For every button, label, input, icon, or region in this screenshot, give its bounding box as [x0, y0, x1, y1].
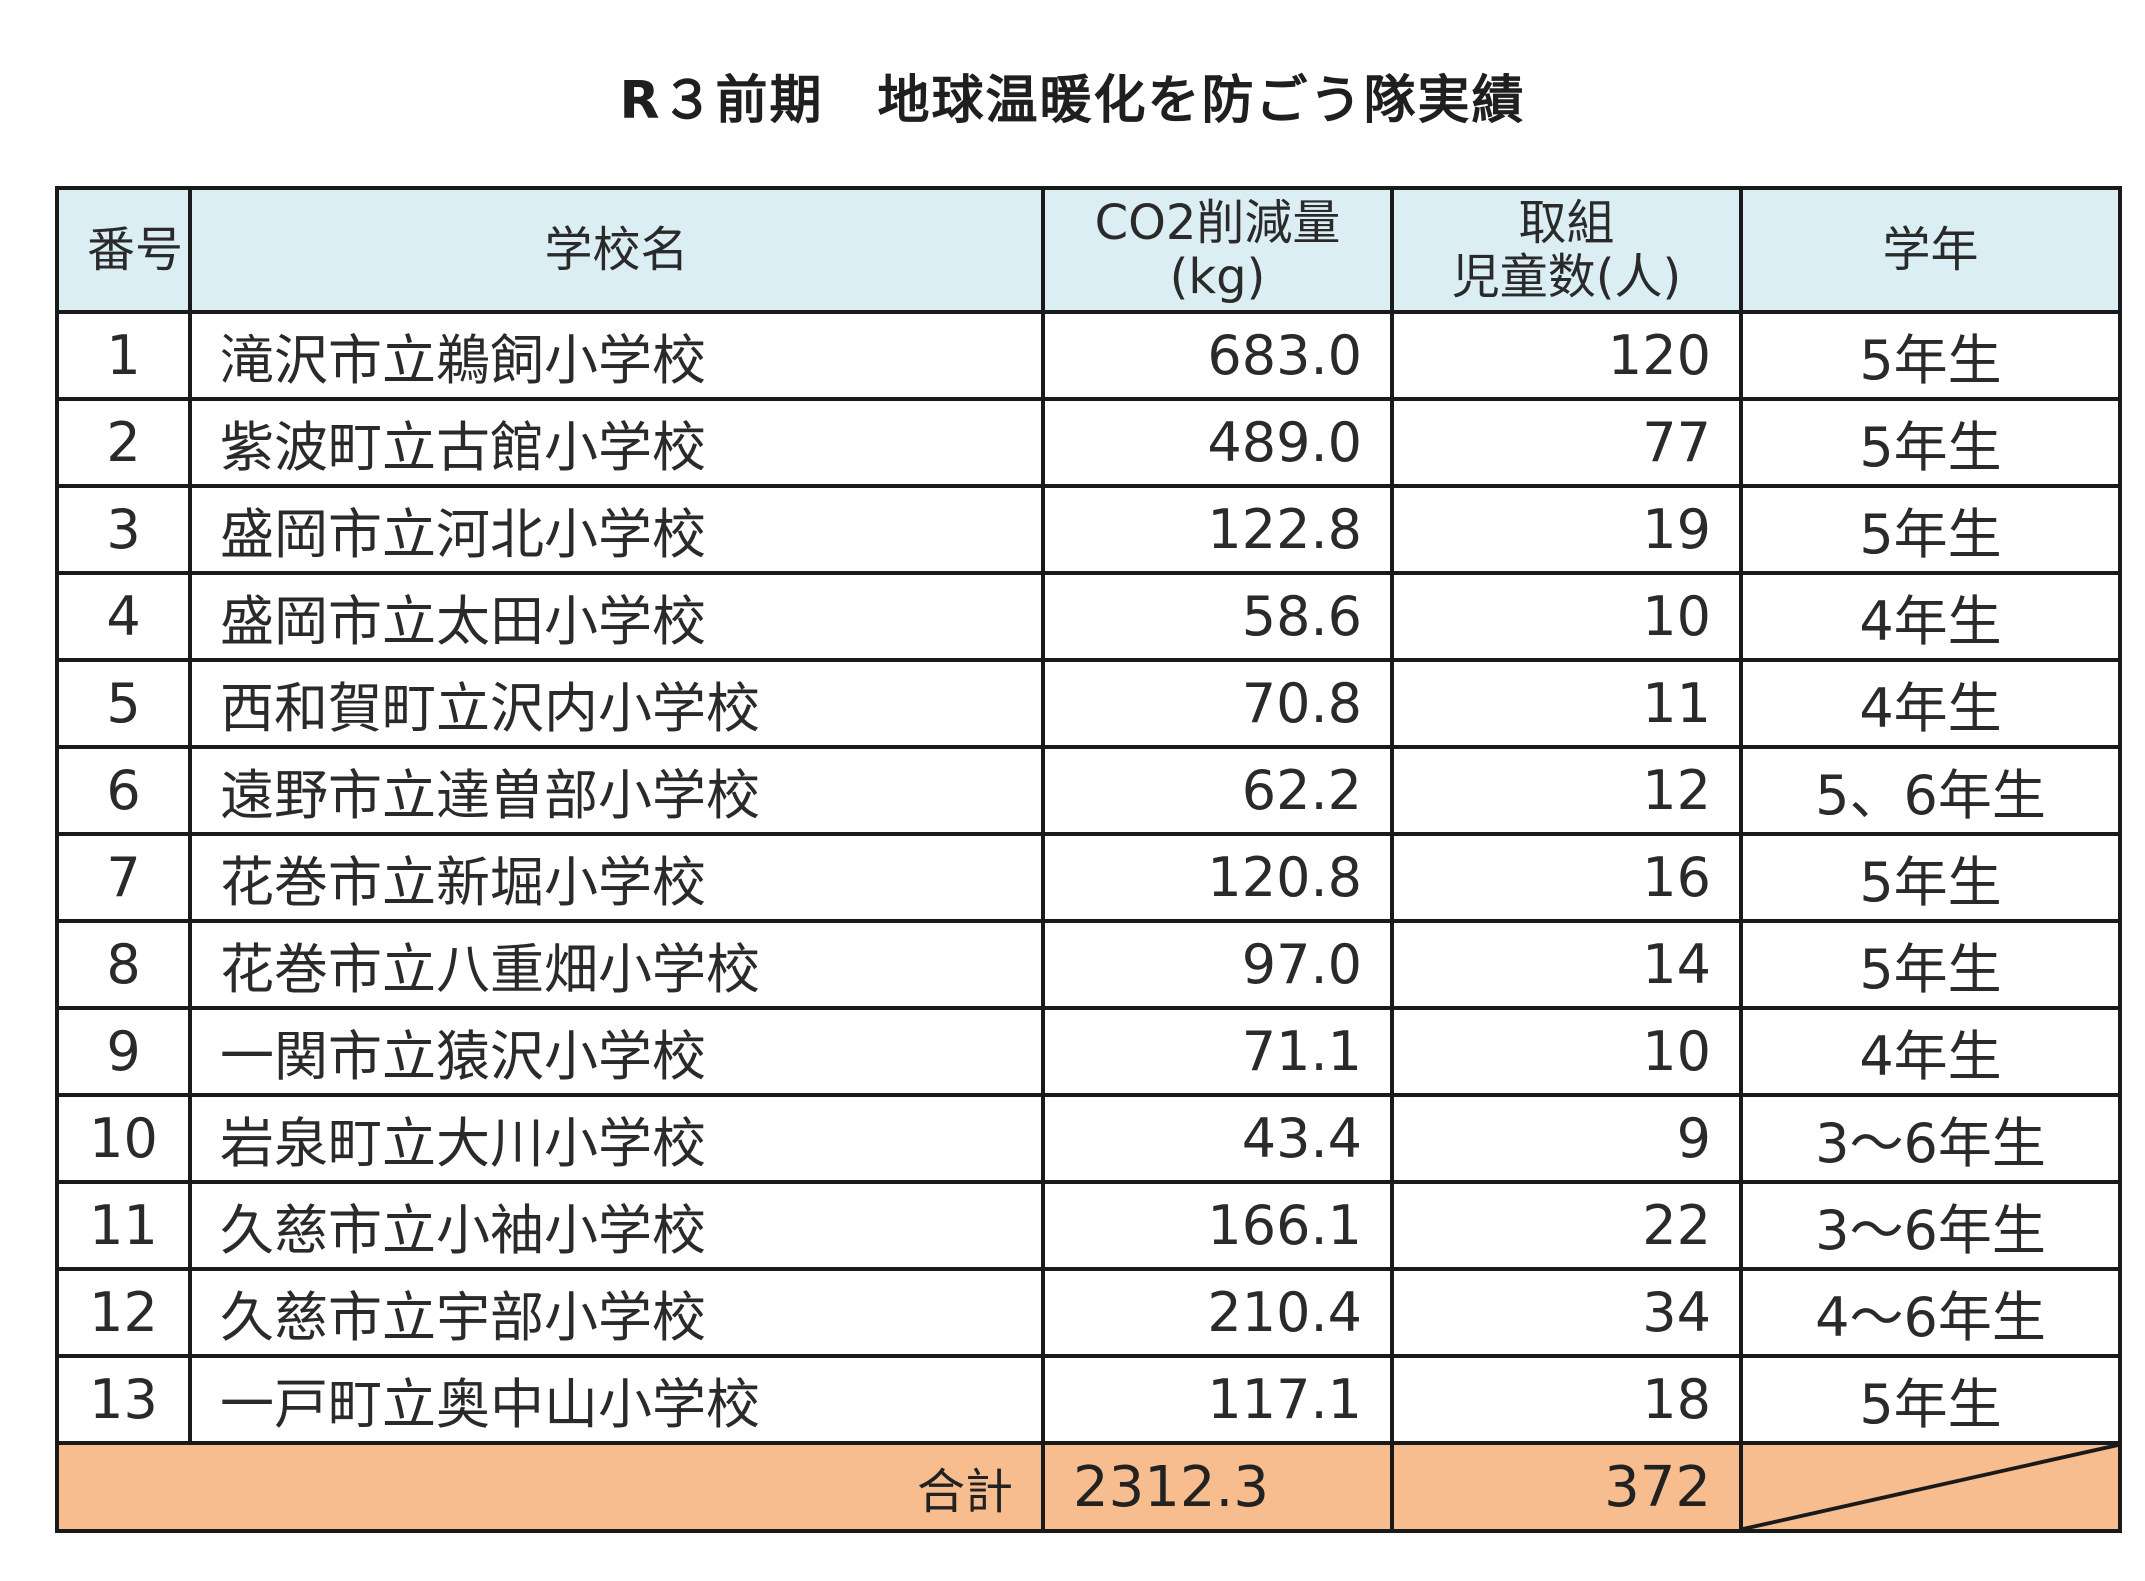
row-participants: 14 [1390, 919, 1743, 1010]
table-row: 10 岩泉町立大川小学校 43.4 9 3～6年生 [55, 1093, 2122, 1184]
header-grade: 学年 [1739, 186, 2122, 314]
row-co2-reduction: 70.8 [1041, 658, 1394, 749]
row-grade: 4～6年生 [1739, 1267, 2122, 1358]
table-row: 5 西和賀町立沢内小学校 70.8 11 4年生 [55, 658, 2122, 749]
row-grade: 4年生 [1739, 1006, 2122, 1097]
header-co2-label: CO2削減量 [1094, 195, 1341, 251]
diagonal-strike [1745, 1447, 2116, 1527]
table-body: 1 滝沢市立鵜飼小学校 683.0 120 5年生 2 紫波町立古館小学校 489.0 77 5年… [55, 310, 2122, 1445]
row-number: 7 [55, 832, 192, 923]
table-row: 12 久慈市立宇部小学校 210.4 34 4～6年生 [55, 1267, 2122, 1358]
row-grade: 5年生 [1739, 310, 2122, 401]
row-participants: 120 [1390, 310, 1743, 401]
table-row: 4 盛岡市立太田小学校 58.6 10 4年生 [55, 571, 2122, 662]
row-number: 2 [55, 397, 192, 488]
row-school-name: 一戸町立奥中山小学校 [188, 1354, 1045, 1445]
row-co2-reduction: 117.1 [1041, 1354, 1394, 1445]
row-number: 4 [55, 571, 192, 662]
row-number: 11 [55, 1180, 192, 1271]
header-school-name: 学校名 [188, 186, 1045, 314]
header-participants: 取組 児童数(人) [1390, 186, 1743, 314]
row-participants: 12 [1390, 745, 1743, 836]
total-label: 合計 [55, 1441, 1045, 1533]
row-number: 8 [55, 919, 192, 1010]
table-row: 2 紫波町立古館小学校 489.0 77 5年生 [55, 397, 2122, 488]
row-school-name: 久慈市立小袖小学校 [188, 1180, 1045, 1271]
row-school-name: 紫波町立古館小学校 [188, 397, 1045, 488]
row-co2-reduction: 120.8 [1041, 832, 1394, 923]
row-school-name: 花巻市立新堀小学校 [188, 832, 1045, 923]
header-co2-unit: (kg) [1169, 249, 1266, 305]
row-school-name: 花巻市立八重畑小学校 [188, 919, 1045, 1010]
row-grade: 5年生 [1739, 919, 2122, 1010]
row-co2-reduction: 122.8 [1041, 484, 1394, 575]
row-school-name: 西和賀町立沢内小学校 [188, 658, 1045, 749]
row-grade: 5年生 [1739, 397, 2122, 488]
row-number: 6 [55, 745, 192, 836]
row-participants: 10 [1390, 571, 1743, 662]
table-row: 6 遠野市立達曽部小学校 62.2 12 5、6年生 [55, 745, 2122, 836]
row-grade: 5年生 [1739, 832, 2122, 923]
row-participants: 10 [1390, 1006, 1743, 1097]
row-co2-reduction: 683.0 [1041, 310, 1394, 401]
row-number: 9 [55, 1006, 192, 1097]
row-grade: 3～6年生 [1739, 1180, 2122, 1271]
table-row: 11 久慈市立小袖小学校 166.1 22 3～6年生 [55, 1180, 2122, 1271]
row-grade: 5、6年生 [1739, 745, 2122, 836]
page-title: R３前期 地球温暖化を防ごう隊実績 [619, 71, 1526, 131]
results-table: 番号 学校名 CO2削減量 (kg) 取組 児童数(人) 学年 1 滝沢市立鵜飼小… [55, 186, 2122, 1533]
row-grade: 3～6年生 [1739, 1093, 2122, 1184]
row-school-name: 盛岡市立太田小学校 [188, 571, 1045, 662]
header-participants-label: 取組 [1518, 195, 1615, 251]
row-co2-reduction: 71.1 [1041, 1006, 1394, 1097]
row-participants: 19 [1390, 484, 1743, 575]
row-school-name: 遠野市立達曽部小学校 [188, 745, 1045, 836]
row-participants: 22 [1390, 1180, 1743, 1271]
table-row: 1 滝沢市立鵜飼小学校 683.0 120 5年生 [55, 310, 2122, 401]
total-participants: 372 [1390, 1441, 1743, 1533]
row-grade: 5年生 [1739, 1354, 2122, 1445]
row-co2-reduction: 43.4 [1041, 1093, 1394, 1184]
table-row: 9 一関市立猿沢小学校 71.1 10 4年生 [55, 1006, 2122, 1097]
header-row: 番号 学校名 CO2削減量 (kg) 取組 児童数(人) 学年 [55, 186, 2122, 314]
row-number: 3 [55, 484, 192, 575]
row-school-name: 滝沢市立鵜飼小学校 [188, 310, 1045, 401]
row-school-name: 久慈市立宇部小学校 [188, 1267, 1045, 1358]
row-grade: 4年生 [1739, 658, 2122, 749]
header-participants-unit: 児童数(人) [1451, 249, 1682, 305]
table-row: 7 花巻市立新堀小学校 120.8 16 5年生 [55, 832, 2122, 923]
row-co2-reduction: 166.1 [1041, 1180, 1394, 1271]
row-participants: 34 [1390, 1267, 1743, 1358]
row-participants: 9 [1390, 1093, 1743, 1184]
table-row: 13 一戸町立奥中山小学校 117.1 18 5年生 [55, 1354, 2122, 1445]
row-participants: 77 [1390, 397, 1743, 488]
row-co2-reduction: 97.0 [1041, 919, 1394, 1010]
header-co2-reduction: CO2削減量 (kg) [1041, 186, 1394, 314]
row-school-name: 一関市立猿沢小学校 [188, 1006, 1045, 1097]
row-participants: 11 [1390, 658, 1743, 749]
total-grade-empty [1739, 1441, 2122, 1533]
row-number: 5 [55, 658, 192, 749]
row-number: 1 [55, 310, 192, 401]
header-number: 番号 [55, 186, 192, 314]
row-co2-reduction: 489.0 [1041, 397, 1394, 488]
row-co2-reduction: 62.2 [1041, 745, 1394, 836]
total-co2: 2312.3 [1041, 1441, 1394, 1533]
row-number: 13 [55, 1354, 192, 1445]
row-number: 10 [55, 1093, 192, 1184]
row-participants: 18 [1390, 1354, 1743, 1445]
row-participants: 16 [1390, 832, 1743, 923]
row-co2-reduction: 210.4 [1041, 1267, 1394, 1358]
row-school-name: 盛岡市立河北小学校 [188, 484, 1045, 575]
row-grade: 5年生 [1739, 484, 2122, 575]
total-row: 合計 2312.3 372 [55, 1441, 2122, 1533]
row-grade: 4年生 [1739, 571, 2122, 662]
row-school-name: 岩泉町立大川小学校 [188, 1093, 1045, 1184]
row-co2-reduction: 58.6 [1041, 571, 1394, 662]
row-number: 12 [55, 1267, 192, 1358]
table-row: 8 花巻市立八重畑小学校 97.0 14 5年生 [55, 919, 2122, 1010]
table-row: 3 盛岡市立河北小学校 122.8 19 5年生 [55, 484, 2122, 575]
